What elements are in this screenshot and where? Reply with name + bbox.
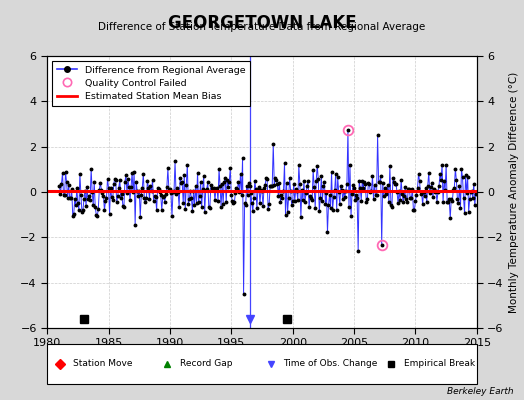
Text: Record Gap: Record Gap <box>180 360 233 368</box>
Text: GEORGETOWN LAKE: GEORGETOWN LAKE <box>168 14 356 32</box>
Text: Station Move: Station Move <box>73 360 133 368</box>
Legend: Difference from Regional Average, Quality Control Failed, Estimated Station Mean: Difference from Regional Average, Qualit… <box>52 61 250 106</box>
FancyBboxPatch shape <box>47 344 477 384</box>
Text: Empirical Break: Empirical Break <box>404 360 475 368</box>
Y-axis label: Monthly Temperature Anomaly Difference (°C): Monthly Temperature Anomaly Difference (… <box>509 71 519 313</box>
Text: Time of Obs. Change: Time of Obs. Change <box>283 360 378 368</box>
Text: Difference of Station Temperature Data from Regional Average: Difference of Station Temperature Data f… <box>99 22 425 32</box>
Text: Berkeley Earth: Berkeley Earth <box>447 387 514 396</box>
